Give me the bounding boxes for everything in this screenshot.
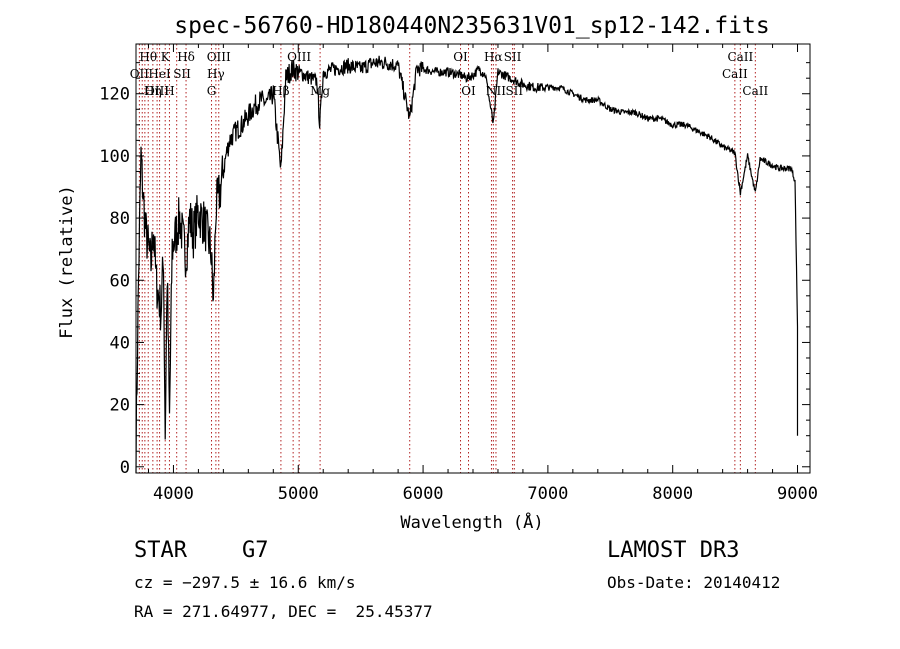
y-tick-label: 120 (99, 85, 130, 105)
spectral-line-label: Hη (144, 84, 162, 98)
spectral-line-label: OIII (287, 50, 311, 64)
survey-name: LAMOST DR3 (607, 538, 740, 563)
object-class: STAR (134, 538, 187, 563)
spectral-line-label: K (161, 50, 171, 64)
spectrum-series-line (135, 55, 799, 474)
spectral-line-label: SII (504, 50, 522, 64)
x-tick-label: 6000 (403, 484, 444, 504)
spectral-line-label: H (164, 84, 174, 98)
spectral-line-label: SII (173, 67, 191, 81)
spectral-line-label: Hθ (139, 50, 157, 64)
spectral-line-label: OIII (207, 50, 231, 64)
object-subclass: G7 (242, 538, 269, 563)
spectral-line-label: G (207, 84, 217, 98)
spectral-line-label: OII (130, 67, 150, 81)
x-tick-label: 5000 (278, 484, 319, 504)
spectral-line-label: Hβ (272, 84, 289, 98)
x-tick-label: 8000 (652, 484, 693, 504)
y-tick-label: 80 (110, 209, 130, 229)
y-tick-label: 40 (110, 333, 130, 353)
x-tick-label: 7000 (527, 484, 568, 504)
spectral-line-label: OI (461, 84, 476, 98)
chart-title: spec-56760-HD180440N235631V01_sp12-142.f… (174, 13, 769, 39)
spectral-line-label: Hδ (177, 50, 195, 64)
spectral-line-label: OIII (145, 84, 169, 98)
y-axis-label: Flux (relative) (57, 185, 77, 339)
observation-date: Obs-Date: 20140412 (607, 573, 781, 592)
spectral-line-label: CaII (722, 67, 748, 81)
spectral-line-label: SII (505, 84, 523, 98)
y-tick-label: 100 (99, 147, 130, 167)
y-tick-label: 20 (110, 396, 130, 416)
y-tick-label: 0 (120, 458, 130, 478)
spectral-line-label: CaII (742, 84, 768, 98)
plot-frame (135, 43, 811, 474)
spectral-line-label: Mg (310, 84, 330, 98)
spectral-line-label: HeI (148, 67, 171, 81)
spectral-line-label: Hα (484, 50, 503, 64)
x-axis-label: Wavelength (Å) (400, 511, 543, 533)
y-tick-label: 60 (110, 271, 130, 291)
redshift-velocity: cz = −297.5 ± 16.6 km/s (134, 573, 356, 592)
spectral-line-label: OI (453, 50, 468, 64)
x-tick-label: 4000 (153, 484, 194, 504)
spectral-line-label: CaII (727, 50, 753, 64)
spectral-line-label: Hγ (207, 67, 225, 81)
sky-coordinates: RA = 271.64977, DEC = 25.45377 (134, 602, 433, 621)
x-tick-label: 9000 (777, 484, 818, 504)
